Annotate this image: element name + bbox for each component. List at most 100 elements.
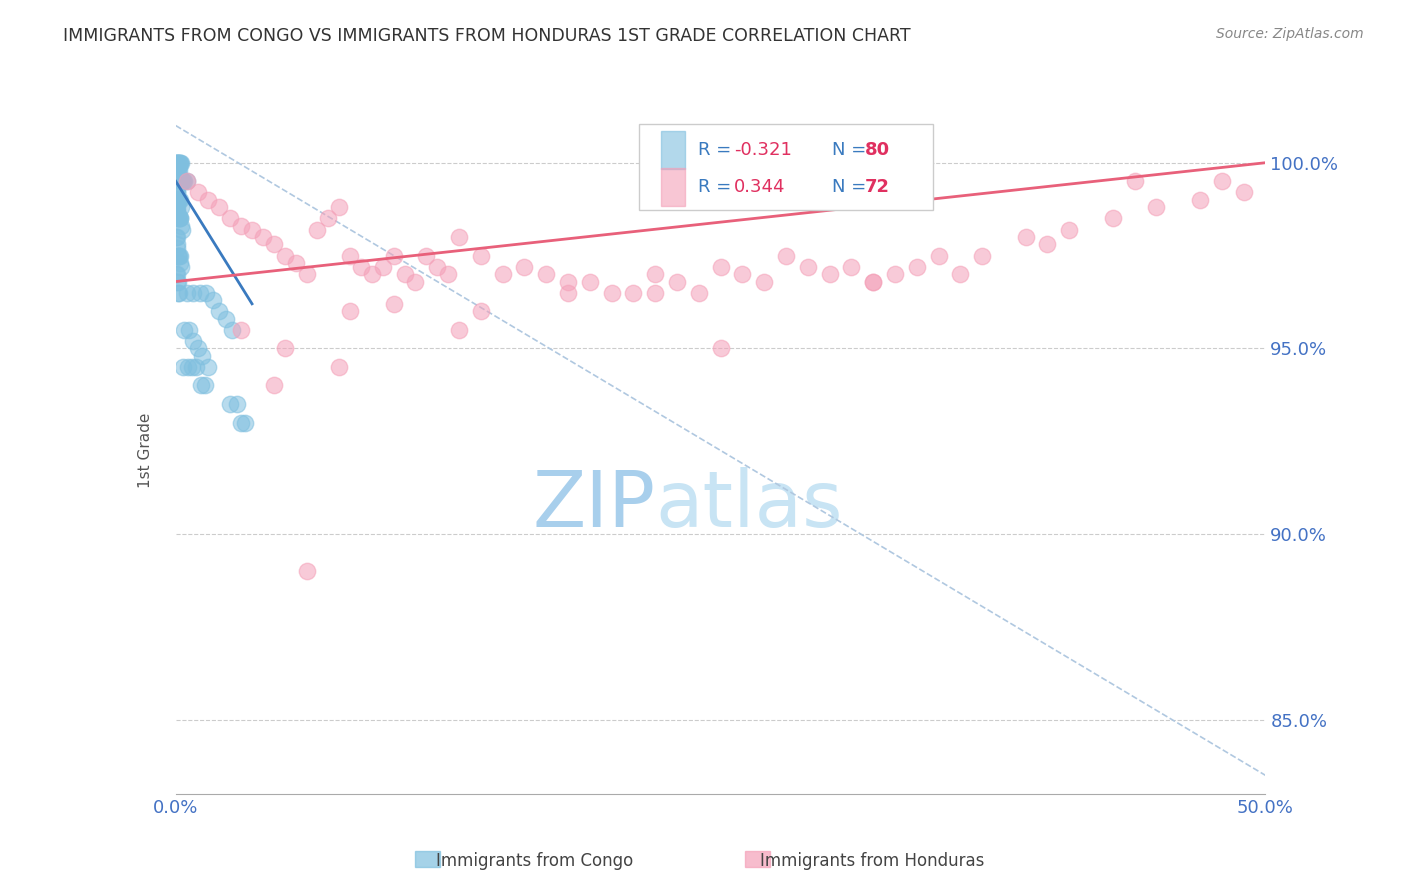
Point <box>644 285 666 300</box>
Point <box>166 237 188 252</box>
Point <box>167 208 190 222</box>
Point <box>167 163 190 178</box>
Point <box>862 275 884 289</box>
Point <box>166 230 188 244</box>
Point <box>884 267 907 281</box>
Point <box>1233 186 1256 200</box>
Point <box>1015 230 1038 244</box>
Point <box>274 342 297 356</box>
Point <box>176 285 198 300</box>
Point <box>274 248 297 262</box>
Point <box>167 193 190 207</box>
Point <box>165 200 187 214</box>
Point <box>557 275 579 289</box>
Point <box>382 248 405 262</box>
Point <box>231 219 253 233</box>
Point <box>191 349 214 363</box>
Point <box>1211 174 1233 188</box>
Text: R =: R = <box>697 141 737 159</box>
Text: R =: R = <box>697 178 737 196</box>
Point <box>165 155 187 169</box>
Point <box>928 248 950 262</box>
Point <box>167 275 190 289</box>
Point <box>166 155 188 169</box>
Point <box>339 248 361 262</box>
Point <box>215 311 238 326</box>
Text: Immigrants from Honduras: Immigrants from Honduras <box>759 852 984 870</box>
Point <box>177 359 200 374</box>
Point <box>165 182 187 196</box>
Point <box>470 248 492 262</box>
Point <box>557 285 579 300</box>
Point <box>177 323 200 337</box>
Point <box>172 174 194 188</box>
Point <box>710 260 733 274</box>
Point <box>295 564 318 578</box>
Point <box>731 267 754 281</box>
Point <box>181 359 204 374</box>
Point <box>350 260 373 274</box>
Point <box>165 230 187 244</box>
Point <box>181 334 204 348</box>
Point <box>225 397 247 411</box>
Point <box>1189 193 1212 207</box>
Point <box>167 193 190 207</box>
Point <box>361 267 384 281</box>
Point <box>167 285 190 300</box>
Point <box>173 323 195 337</box>
Point <box>167 248 190 262</box>
Point <box>166 163 188 178</box>
Text: N =: N = <box>832 141 872 159</box>
Text: 0.344: 0.344 <box>734 178 785 196</box>
Bar <box>661 131 685 169</box>
Point <box>166 186 188 200</box>
Point <box>437 267 460 281</box>
Point <box>166 200 188 214</box>
Point <box>169 211 191 226</box>
Point <box>169 155 191 169</box>
Point <box>170 200 193 214</box>
Point <box>170 219 193 233</box>
Text: 72: 72 <box>865 178 890 196</box>
Point <box>754 275 776 289</box>
Point <box>176 174 198 188</box>
Point <box>710 342 733 356</box>
Point <box>181 285 204 300</box>
Point <box>167 211 190 226</box>
Point <box>208 200 231 214</box>
Point <box>318 211 340 226</box>
Point <box>1059 222 1081 236</box>
Point <box>666 275 689 289</box>
Text: atlas: atlas <box>655 467 842 543</box>
Point <box>221 323 243 337</box>
Point <box>169 211 191 226</box>
Point <box>905 260 928 274</box>
Point <box>328 359 350 374</box>
Point <box>169 170 191 185</box>
Point <box>186 186 209 200</box>
Point <box>197 359 219 374</box>
Point <box>165 267 187 281</box>
Point <box>169 155 191 169</box>
Point <box>426 260 449 274</box>
Point <box>534 267 557 281</box>
Point <box>170 174 193 188</box>
Point <box>166 155 188 169</box>
Point <box>167 285 190 300</box>
Point <box>166 163 188 178</box>
Point <box>166 193 188 207</box>
Point <box>190 378 212 392</box>
Text: Immigrants from Congo: Immigrants from Congo <box>436 852 633 870</box>
Point <box>1146 200 1168 214</box>
Point <box>166 241 188 255</box>
Point <box>644 267 666 281</box>
Point <box>186 342 209 356</box>
Point <box>600 285 623 300</box>
Point <box>235 416 257 430</box>
Point <box>513 260 536 274</box>
Point <box>194 378 217 392</box>
Point <box>167 248 190 262</box>
Bar <box>415 851 440 867</box>
Text: Source: ZipAtlas.com: Source: ZipAtlas.com <box>1216 27 1364 41</box>
Point <box>415 248 437 262</box>
